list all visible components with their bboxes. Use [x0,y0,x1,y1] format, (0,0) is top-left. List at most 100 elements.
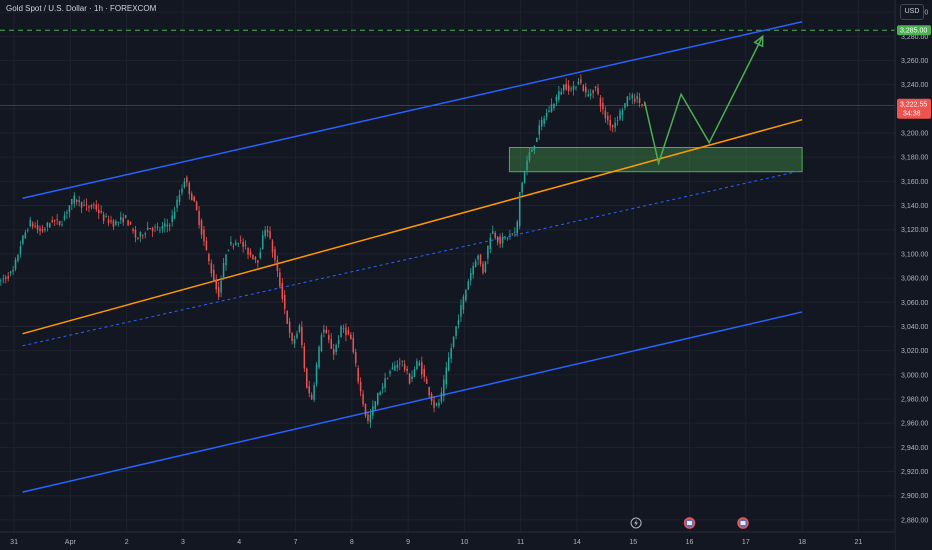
candle-body [416,360,418,370]
candle-body [418,362,421,366]
candle-body [577,81,580,84]
candle [492,225,494,235]
candle-body [494,233,496,238]
candle [252,254,254,260]
candle-body [469,273,472,281]
candle-body [580,79,582,83]
candle-body [638,98,641,103]
candle-body [90,205,93,208]
candle-body [526,160,528,171]
candle [585,82,587,98]
candle-body [565,83,567,90]
candle [565,78,567,91]
candle-body [587,94,589,97]
channel-midline[interactable] [22,118,803,335]
candle [553,103,555,111]
candle-body [518,191,521,227]
price-tick-label: 3,200.00 [901,131,928,138]
candle [227,249,230,252]
candle [310,392,313,401]
candle-body [391,367,394,370]
candle-body [193,196,195,201]
candle [164,218,166,233]
candle [379,390,381,396]
candle-body [4,277,7,279]
candle-body [433,400,435,408]
candle [56,213,58,225]
candle [328,329,330,344]
candle-body [288,321,291,333]
candle [457,314,460,329]
price-tick-label: 2,960.00 [901,421,928,428]
candle-body [115,221,117,225]
candle-body [107,219,110,224]
candle [159,226,161,234]
candle [269,226,271,240]
candle-body [399,363,401,365]
candle-body [164,223,166,227]
candle [90,203,93,210]
candle [342,324,345,333]
candle [406,366,408,375]
candle [381,383,384,394]
current-price-tag-label: 3,222.55 [900,102,927,109]
candle [545,108,548,121]
candle [624,102,626,111]
candle [386,377,389,380]
candle [408,372,411,385]
candle-body [545,112,548,118]
price-tick-label: 3,080.00 [901,276,928,283]
projection-path[interactable] [643,35,764,167]
candle [208,252,210,265]
candle-body [467,281,470,290]
calendar-event-icon[interactable] [683,517,696,529]
price-tick-label: 3,100.00 [901,251,928,258]
candle-body [252,254,254,260]
time-axis[interactable]: 31 Apr 2 3 4 7 8 9 10 11 14 15 16 17 18 21 [0,531,895,550]
candle [127,219,129,226]
candle [308,380,310,398]
calendar-event-icon[interactable] [737,517,749,529]
candle-body [261,235,264,250]
candle [320,332,323,353]
event-markers[interactable] [630,517,749,529]
candle-body [501,236,504,244]
candle [350,332,352,340]
target-price-tag [897,25,931,36]
bar-countdown-label: 34:38 [903,111,921,118]
price-tick-label: 2,940.00 [901,445,928,452]
candle [63,211,66,222]
currency-button[interactable]: USD [900,4,924,20]
time-axis-bg [0,532,895,550]
candle [384,372,386,393]
candle [403,360,406,373]
candle-body [611,125,614,128]
candle [296,330,298,340]
candle [340,324,342,338]
candle-body [306,368,308,388]
candle [9,270,12,277]
candle-body [276,260,279,271]
candle [580,74,582,85]
candle-body [347,330,350,335]
candle-body [186,177,188,183]
candle [254,256,257,264]
candle-body [570,88,572,90]
candle-body [443,379,445,397]
candle-body [313,385,315,400]
price-axis[interactable]: 3,300.003,280.003,260.003,240.003,220.00… [894,0,932,550]
price-tick-label: 3,040.00 [901,324,928,331]
candle-body [430,394,433,402]
lightning-icon[interactable] [630,517,642,529]
candle [484,261,487,274]
channel-upper-line[interactable] [22,21,803,200]
candle [447,352,450,372]
candle-body [543,118,545,124]
candle-body [203,229,205,242]
candle [44,227,46,233]
channel-lower-line[interactable] [22,311,803,493]
candle [594,85,597,92]
candle-body [7,276,9,279]
candle-body [124,215,127,218]
